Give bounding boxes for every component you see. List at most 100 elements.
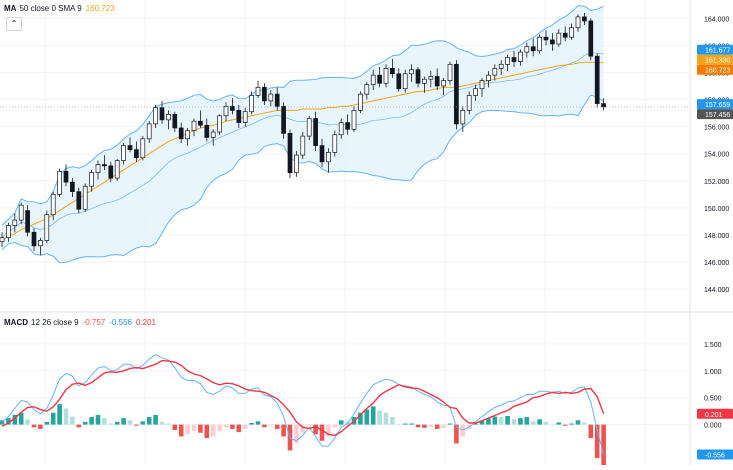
candle-body xyxy=(281,105,286,134)
candle-body xyxy=(377,74,382,84)
macd-histogram-bar xyxy=(441,424,446,428)
macd-histogram-bar xyxy=(358,412,363,425)
macd-tick-label: 0.000 xyxy=(704,423,722,430)
candle xyxy=(562,26,568,42)
candle xyxy=(140,136,146,161)
candle-body xyxy=(530,46,536,52)
candle xyxy=(159,100,165,124)
candle-body xyxy=(345,122,350,130)
candle-body xyxy=(191,120,197,132)
candle xyxy=(44,210,50,244)
bollinger-basis-line xyxy=(1,52,604,238)
candle-body xyxy=(44,214,50,241)
macd-histogram-bar xyxy=(454,424,459,444)
ma-legend-name: MA xyxy=(4,4,17,13)
macd-histogram-bar xyxy=(70,416,75,425)
candle-body xyxy=(217,115,222,133)
price-badge-bg xyxy=(697,99,733,110)
candle-body xyxy=(351,110,357,130)
macd-histogram-bar xyxy=(63,408,69,425)
macd-histogram-bar xyxy=(38,424,43,429)
candle-body xyxy=(172,114,178,129)
macd-histogram-bar xyxy=(76,424,82,428)
macd-histogram-bar xyxy=(185,424,190,435)
macd-histogram-bar xyxy=(102,418,107,425)
candle xyxy=(447,61,453,85)
macd-histogram-bar xyxy=(255,421,261,425)
candle-body xyxy=(370,74,376,85)
macd-histogram-bar xyxy=(134,424,139,426)
ma-legend[interactable]: MA 50 close 0 SMA 9 160.723 xyxy=(4,4,115,13)
candle-body xyxy=(460,110,466,125)
candle-body xyxy=(306,118,312,137)
macd-histogram-bar xyxy=(434,424,440,429)
candle-body xyxy=(25,210,30,233)
candle-body xyxy=(409,69,414,75)
candle xyxy=(153,104,158,128)
macd-histogram-bar xyxy=(25,419,30,425)
candle-body xyxy=(479,80,485,90)
candle xyxy=(518,49,523,66)
candle xyxy=(492,64,498,81)
macd-histogram-bar xyxy=(524,417,530,425)
candle xyxy=(319,138,325,168)
macd-histogram-bar xyxy=(140,421,146,425)
macd-histogram-bar xyxy=(338,420,344,425)
macd-histogram-bar xyxy=(249,423,254,425)
macd-histogram-bar xyxy=(114,421,120,425)
candle xyxy=(57,168,62,198)
macd-signal-line xyxy=(1,359,605,437)
price-badge: 161.330 xyxy=(697,54,733,65)
candle-body xyxy=(492,68,498,76)
price-badge-bg xyxy=(697,54,733,65)
macd-histogram-bar xyxy=(479,420,485,425)
candle-body xyxy=(434,76,440,87)
candle-body xyxy=(332,134,338,153)
candle xyxy=(114,159,120,181)
candle-body xyxy=(0,237,5,243)
candle-body xyxy=(159,107,165,121)
candle-body xyxy=(569,27,574,38)
ma-50-line xyxy=(1,61,604,241)
candle xyxy=(511,50,517,68)
candle-body xyxy=(575,16,581,29)
candle-body xyxy=(57,170,62,195)
macd-histogram-bar xyxy=(274,424,280,429)
chevron-up-icon: ⌃ xyxy=(10,19,18,28)
macd-histogram-bar xyxy=(402,423,408,425)
macd-histogram-bar xyxy=(300,424,306,433)
candle-body xyxy=(338,122,344,136)
candle-body xyxy=(287,133,293,174)
candle-body xyxy=(505,57,510,65)
macd-histogram-bar xyxy=(332,424,338,428)
macd-hist-value: -0.757 xyxy=(82,318,106,327)
price-badge-text: 157.456 xyxy=(705,112,730,119)
macd-histogram-bar xyxy=(172,424,178,430)
candle-body xyxy=(537,36,542,52)
candle-body xyxy=(255,86,261,96)
macd-histogram-bar xyxy=(319,424,325,441)
macd-legend[interactable]: MACD 12 26 close 9 -0.757 -0.556 0.201 xyxy=(4,318,156,327)
candle xyxy=(364,81,370,100)
macd-histogram-bar xyxy=(569,423,574,425)
candle xyxy=(582,12,587,26)
candle-body xyxy=(166,114,171,121)
macd-tick-label: 1.500 xyxy=(704,342,722,349)
collapse-legend-button[interactable]: ⌃ xyxy=(6,17,22,31)
candle xyxy=(377,67,382,88)
macd-histogram-bar xyxy=(262,424,267,428)
price-tick-label: 152.000 xyxy=(704,179,729,186)
macd-histogram-bar xyxy=(82,421,88,425)
ma-legend-params: 50 close 0 SMA 9 xyxy=(19,4,82,13)
candle xyxy=(300,132,306,160)
candle-body xyxy=(319,145,325,163)
candle-body xyxy=(134,149,139,159)
macd-histogram-bar xyxy=(415,424,421,428)
macd-histogram-bar xyxy=(12,414,18,425)
macd-histogram-bar xyxy=(364,409,370,425)
macd-histogram-bar xyxy=(473,423,478,425)
macd-histogram-bar xyxy=(0,420,5,425)
macd-histogram-bar xyxy=(198,424,203,433)
